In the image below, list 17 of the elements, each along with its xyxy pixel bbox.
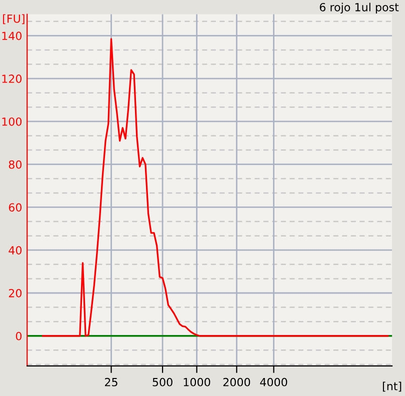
chart-title: 6 rojo 1ul post (320, 2, 399, 14)
line-series (42, 38, 389, 337)
x-tick-label: 4000 (260, 378, 288, 386)
y-axis-title: [FU] (3, 14, 24, 24)
y-tick-label: 0 (16, 332, 22, 340)
y-tick-label: 100 (2, 117, 22, 126)
x-tick-label: 2000 (223, 378, 250, 386)
y-tick-label: 20 (8, 288, 22, 298)
y-tick-label: 40 (8, 246, 22, 254)
y-tick-label: 120 (2, 74, 22, 83)
y-tick-label: 80 (8, 160, 22, 169)
x-tick-label: 1000 (184, 378, 210, 386)
x-axis-title: [nt] (382, 382, 402, 392)
y-tick-label: 140 (2, 32, 22, 40)
y-tick-label: 60 (8, 203, 22, 212)
x-tick-label: 25 (104, 378, 118, 386)
x-tick-label: 500 (152, 378, 172, 386)
